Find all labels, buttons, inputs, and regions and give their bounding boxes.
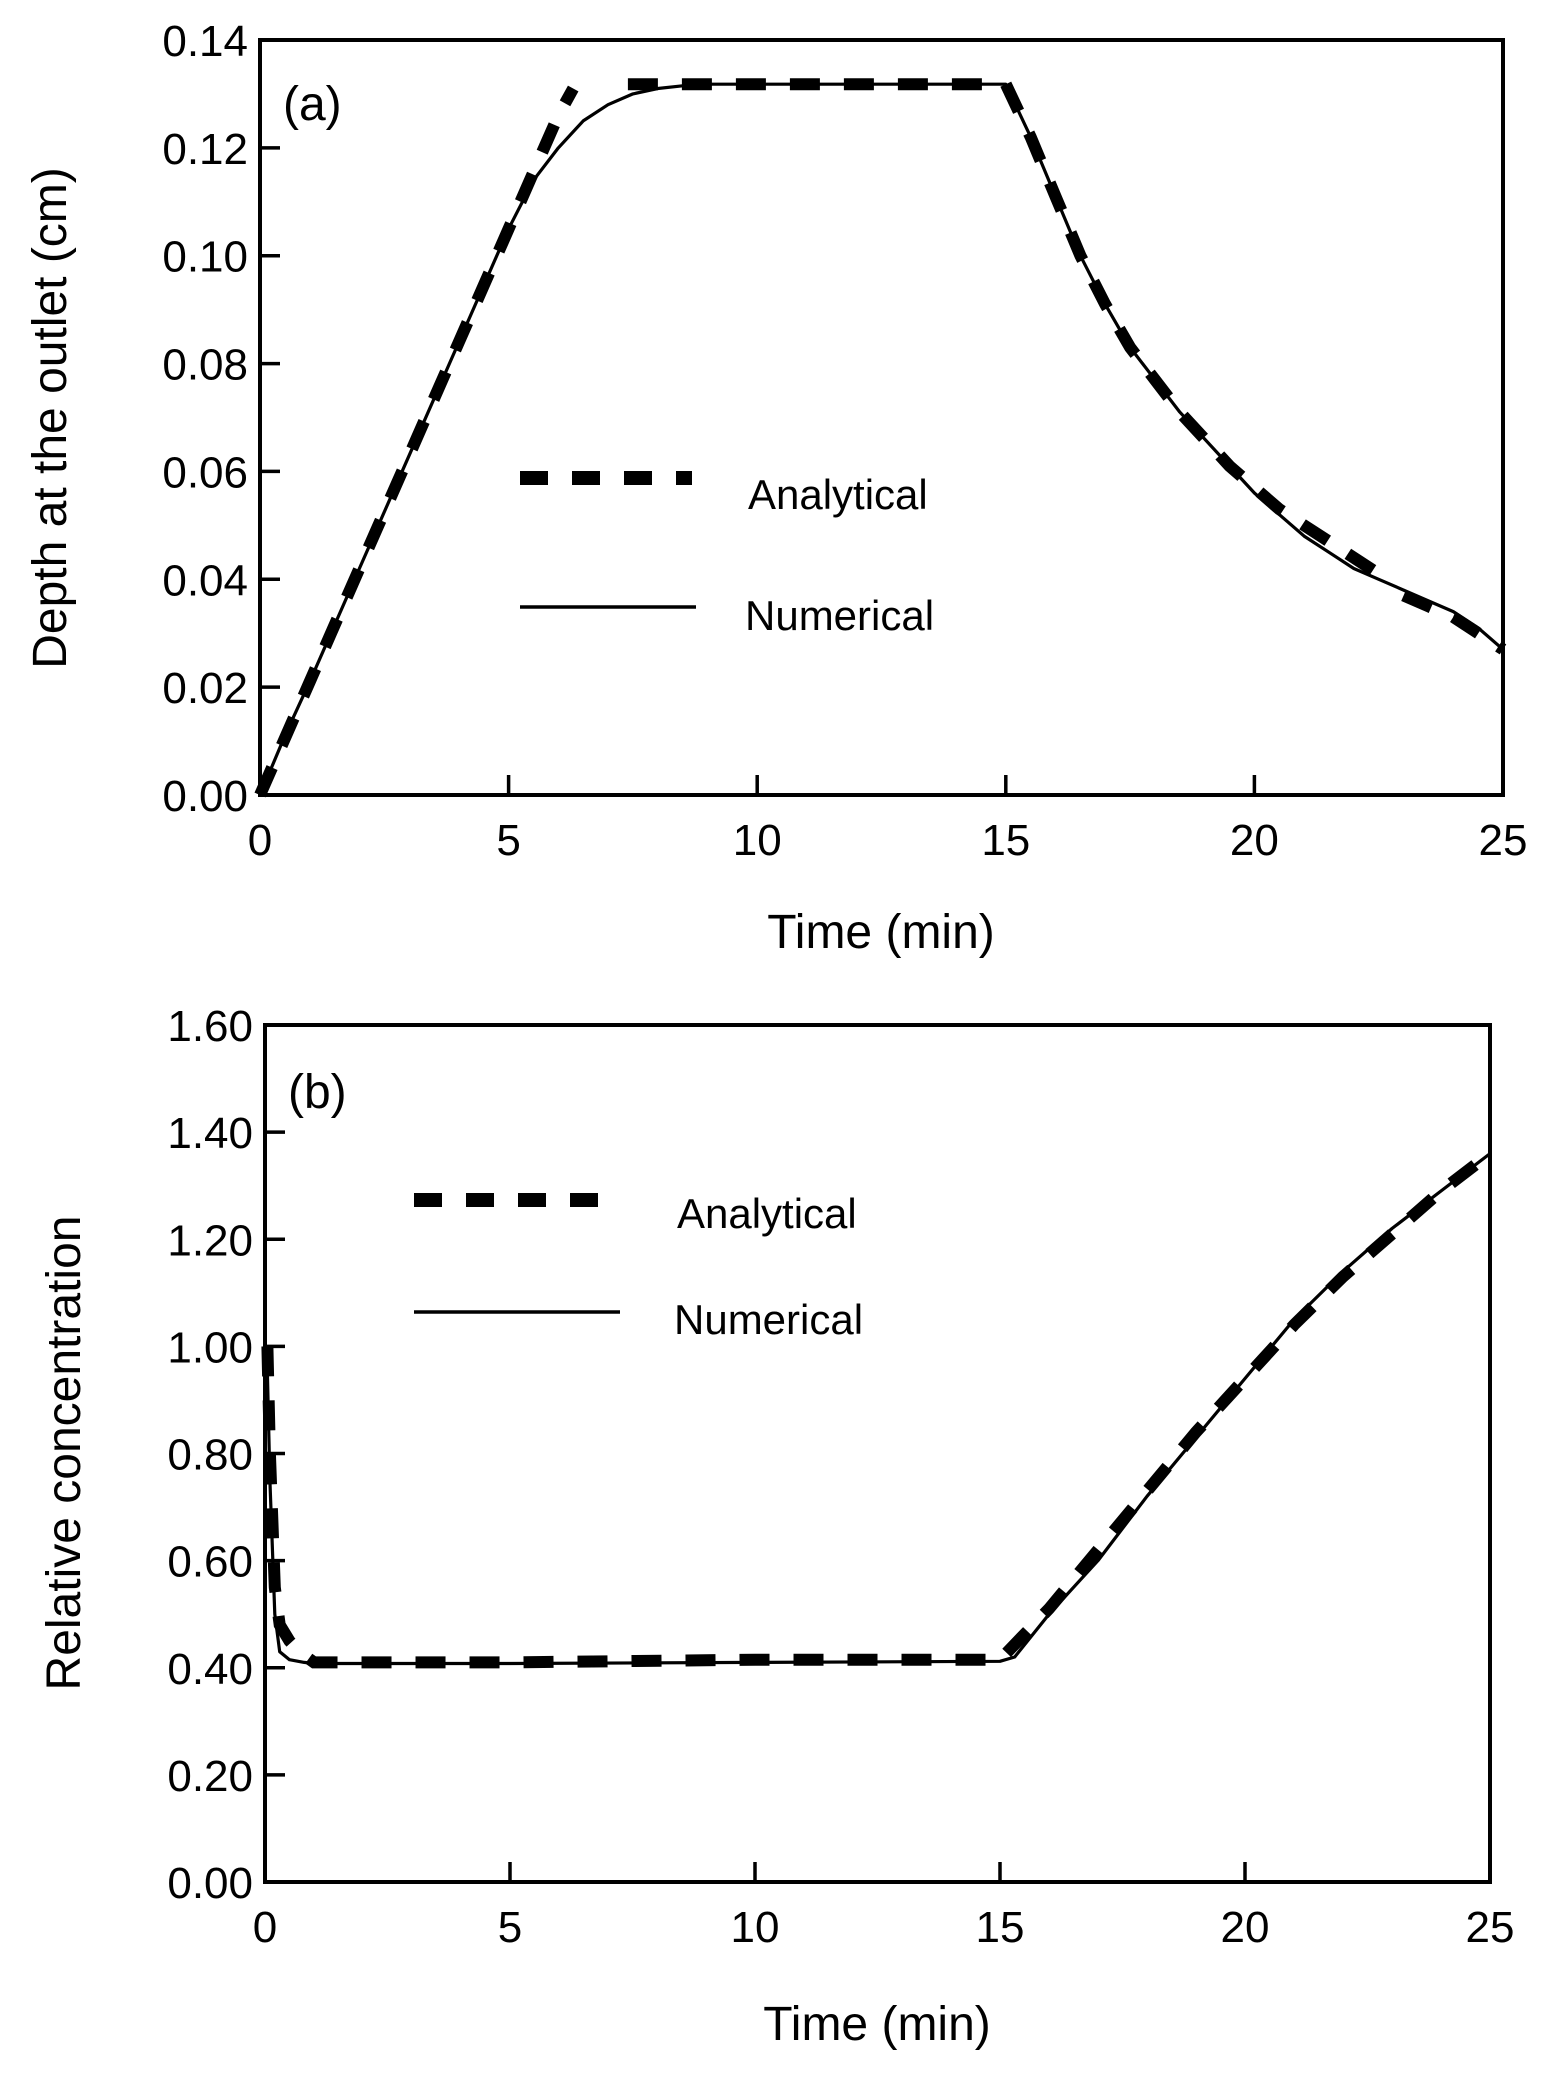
- panel-a-x-tick-label: 25: [1479, 816, 1528, 865]
- panel-a-y-tick-label: 0.06: [162, 448, 248, 497]
- panel-b-x-tick-label: 5: [498, 1903, 522, 1952]
- panel-b-y-tick-label: 1.40: [167, 1109, 253, 1158]
- panel-b-x-tick-label: 20: [1221, 1903, 1270, 1952]
- panel-b-y-tick-label: 1.00: [167, 1323, 253, 1372]
- panel-b-legend-numerical-label: Numerical: [674, 1296, 863, 1343]
- panel-b-label: (b): [288, 1066, 347, 1119]
- panel-a-x-tick-label: 20: [1230, 816, 1279, 865]
- panel-b-y-tick-label: 0.60: [167, 1538, 253, 1587]
- panel-b-series-analytical-line: [261, 1148, 1494, 1669]
- panel-a-y-tick-label: 0.04: [162, 556, 248, 605]
- panel-a-y-axis-title: Depth at the outlet (cm): [24, 167, 77, 669]
- panel-b-y-axis-title: Relative concentration: [38, 1216, 91, 1691]
- panel-a-plot-frame: [258, 38, 1505, 797]
- panel-b-y-tick-label: 0.00: [167, 1859, 253, 1908]
- panel-a-series-numerical-line: [258, 82, 1505, 796]
- panel-a-x-tick-label: 15: [981, 816, 1030, 865]
- panel-b-marks: [261, 1148, 1494, 1669]
- panel-a-marks: [254, 78, 1507, 798]
- panel-b-series-numerical-line: [263, 1152, 1491, 1666]
- panel-b-y-tick-label: 1.60: [167, 1002, 253, 1051]
- panel-b-y-tick-label: 1.20: [167, 1216, 253, 1265]
- panel-a-y-tick-label: 0.08: [162, 341, 248, 390]
- panel-a-legend-numerical-label: Numerical: [745, 592, 934, 639]
- panel-a-y-tick-label: 0.12: [162, 125, 248, 174]
- panel-b-x-tick-label: 25: [1466, 1903, 1515, 1952]
- panel-a-legend: Analytical Numerical: [520, 471, 934, 639]
- panel-a-series-analytical-line: [1401, 589, 1507, 655]
- panel-a-axis-ticks: 0 5 10 15 20 25 0.00 0.02 0.04 0.06 0.08 0.10 0.12 0.…: [162, 17, 1527, 865]
- panel-b-x-tick-label: 10: [731, 1903, 780, 1952]
- panel-a-y-tick-label: 0.14: [162, 17, 248, 66]
- panel-a-x-tick-label: 10: [733, 816, 782, 865]
- panel-a-chart: 0 5 10 15 20 25 0.00 0.02 0.04 0.06 0.08 0.10 0.12 0.…: [24, 17, 1527, 959]
- panel-a-x-axis-title: Time (min): [767, 906, 995, 959]
- panel-b-plot-frame: [263, 1023, 1492, 1884]
- panel-b-x-axis-title: Time (min): [763, 1998, 991, 2051]
- panel-b-x-tick-label: 0: [253, 1903, 277, 1952]
- panel-b-y-tick-label: 0.40: [167, 1645, 253, 1694]
- panel-b-y-tick-label: 0.20: [167, 1752, 253, 1801]
- panel-b-axis-ticks: 0 5 10 15 20 25 0.00 0.20 0.40 0.60 0.80 1.00 1.20 1.…: [167, 1002, 1514, 1952]
- panel-a-x-tick-label: 5: [496, 816, 520, 865]
- panel-a-y-tick-label: 0.10: [162, 233, 248, 282]
- panel-a-legend-analytical-label: Analytical: [748, 471, 928, 518]
- panel-a-y-tick-label: 0.00: [162, 772, 248, 821]
- panel-a-label: (a): [283, 78, 342, 131]
- panel-a-series-analytical-line: [1000, 81, 1382, 579]
- panel-a-y-tick-label: 0.02: [162, 664, 248, 713]
- panel-b-chart: 0 5 10 15 20 25 0.00 0.20 0.40 0.60 0.80 1.00 1.20 1.…: [38, 1002, 1514, 2051]
- panel-a-x-tick-label: 0: [248, 816, 272, 865]
- panel-b-y-tick-label: 0.80: [167, 1431, 253, 1480]
- panel-b-legend-analytical-label: Analytical: [677, 1190, 857, 1237]
- panel-b-legend: Analytical Numerical: [414, 1190, 863, 1343]
- panel-b-x-tick-label: 15: [976, 1903, 1025, 1952]
